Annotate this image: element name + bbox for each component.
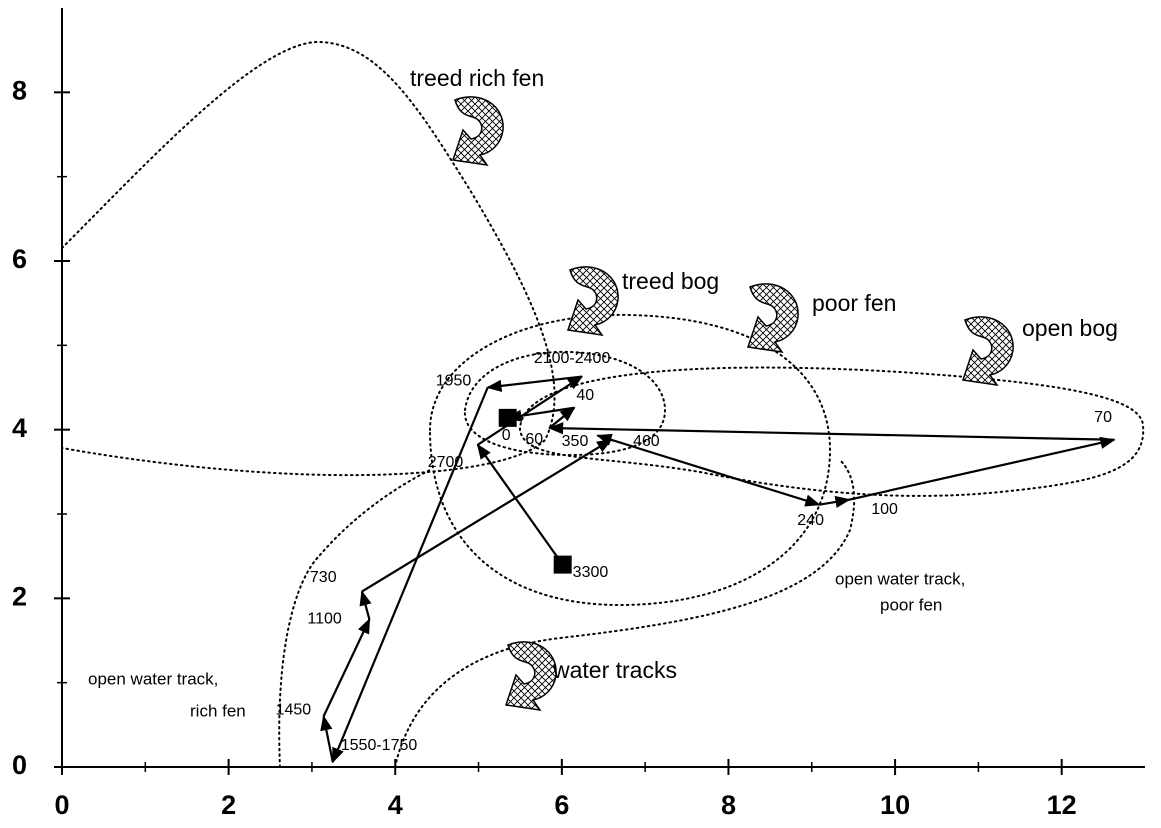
point-label: 460	[633, 433, 660, 450]
point-label: 1100	[307, 611, 342, 628]
point-label: 2100-2400	[534, 350, 611, 367]
y-tick-label: 6	[12, 244, 27, 274]
point-label: 1450	[276, 702, 312, 719]
trajectory-arrow	[819, 495, 851, 509]
x-tick-label: 2	[221, 790, 236, 820]
trajectory-arrow	[548, 406, 576, 429]
trajectory-arrow	[477, 375, 584, 446]
point-label: 60	[525, 431, 543, 448]
x-tick-label: 4	[388, 790, 403, 820]
annotation: treed bog	[622, 268, 719, 294]
trajectory-arrow	[322, 618, 371, 717]
trajectory-arrow	[320, 714, 334, 763]
y-tick-label: 2	[12, 581, 27, 611]
poor-fen-region	[463, 350, 667, 457]
x-tick-label: 0	[54, 790, 69, 820]
icon	[452, 96, 504, 166]
x-tick-label: 10	[880, 790, 910, 820]
y-tick-label: 0	[12, 750, 27, 780]
end-marker	[498, 408, 517, 427]
annotation: water tracks	[552, 657, 677, 683]
y-tick-label: 8	[12, 75, 27, 105]
icon	[962, 316, 1014, 386]
annotation: poor fen	[812, 290, 896, 316]
treed-bog-region	[428, 313, 832, 607]
point-label: 730	[310, 569, 337, 586]
x-tick-label: 8	[721, 790, 736, 820]
point-label: 40	[576, 387, 594, 404]
point-label: 0	[502, 427, 511, 444]
water-tracks-region	[278, 459, 856, 768]
point-label: 70	[1094, 409, 1112, 426]
point-label: 2700	[428, 454, 464, 471]
point-label: 1950	[436, 373, 472, 390]
annotation: open water track,	[88, 669, 218, 688]
region-contours	[61, 40, 1145, 768]
trajectory-arrow	[331, 387, 489, 764]
point-label: 3300	[573, 564, 609, 581]
annotation: treed rich fen	[410, 65, 544, 91]
x-tick-label: 12	[1047, 790, 1077, 820]
annotation: open bog	[1022, 315, 1118, 341]
trajectory-arrow	[359, 590, 372, 620]
y-tick-label: 4	[12, 413, 27, 443]
treed-rich-fen-region	[61, 40, 556, 477]
trajectory-arrow	[849, 436, 1116, 501]
hatched-icons	[452, 96, 1014, 711]
annotation: open water track,	[835, 569, 965, 588]
point-label: 350	[562, 433, 589, 450]
x-tick-label: 6	[554, 790, 569, 820]
icon	[567, 266, 619, 336]
trajectory-arrow	[597, 434, 821, 507]
annotation: poor fen	[880, 595, 942, 614]
point-label: 240	[797, 512, 824, 529]
trajectory-arrow	[476, 443, 564, 566]
trajectory-arrow	[547, 422, 1115, 441]
annotation: rich fen	[190, 701, 246, 720]
icon	[747, 283, 799, 353]
trajectory-arrow	[361, 438, 613, 593]
icon	[505, 641, 557, 711]
end-marker	[553, 555, 572, 574]
point-label: 100	[871, 501, 898, 518]
point-label: 1550-1750	[341, 737, 418, 754]
trajectory-arrow	[506, 406, 575, 422]
open-bog-region	[518, 366, 1145, 497]
trajectory-arrow	[486, 375, 582, 393]
